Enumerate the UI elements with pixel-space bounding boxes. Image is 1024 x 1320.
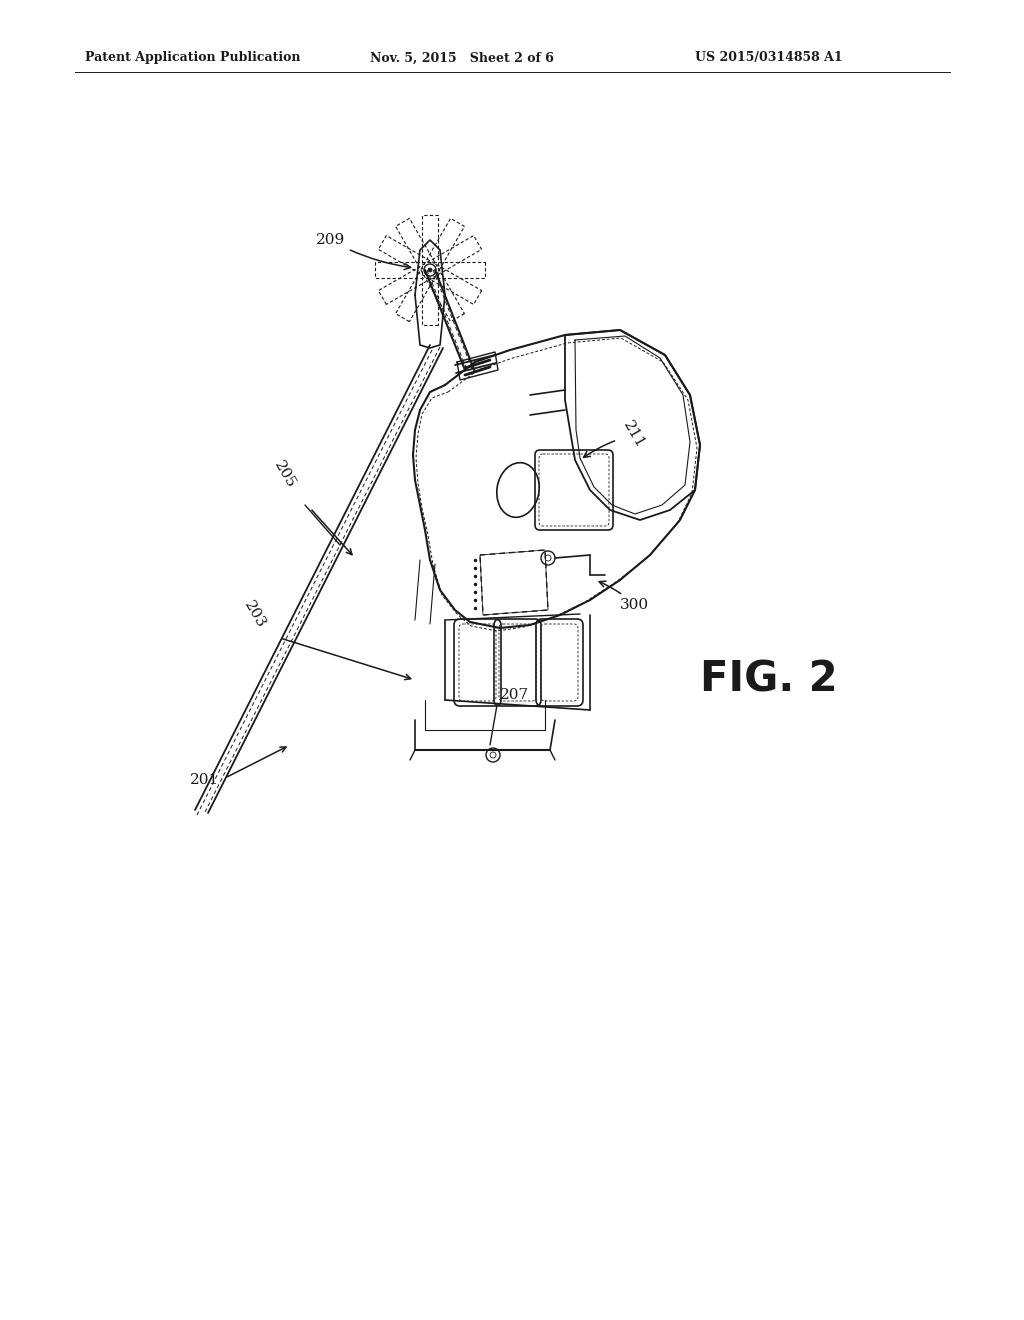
Text: Patent Application Publication: Patent Application Publication <box>85 51 300 65</box>
Text: 211: 211 <box>584 418 647 458</box>
Circle shape <box>428 268 432 272</box>
Text: 201: 201 <box>190 774 219 787</box>
Text: US 2015/0314858 A1: US 2015/0314858 A1 <box>695 51 843 65</box>
Text: Nov. 5, 2015   Sheet 2 of 6: Nov. 5, 2015 Sheet 2 of 6 <box>370 51 554 65</box>
Text: FIG. 2: FIG. 2 <box>700 659 838 701</box>
Text: 209: 209 <box>315 234 411 269</box>
Text: 205: 205 <box>271 459 298 491</box>
Text: 300: 300 <box>599 581 649 612</box>
Text: 203: 203 <box>242 599 268 631</box>
Text: 207: 207 <box>500 688 529 702</box>
